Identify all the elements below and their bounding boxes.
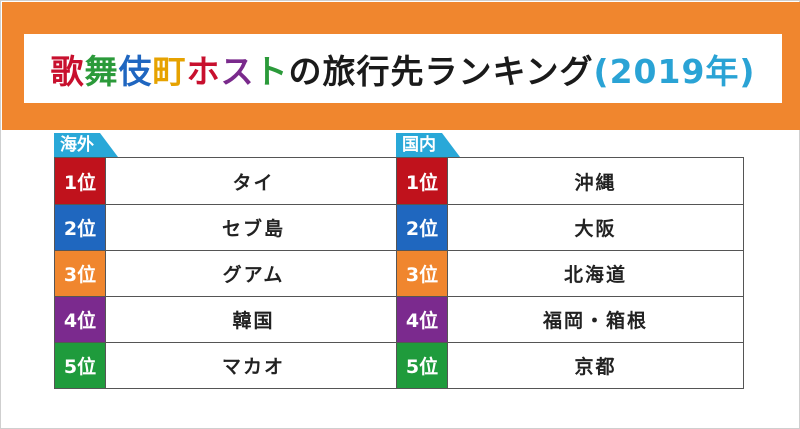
rank-badge-2: 2位 — [397, 205, 448, 250]
rank-badge-4: 4位 — [55, 297, 106, 342]
domestic-section: 国内 1位 沖縄 2位 大阪 3位 北海道 4位 福岡・箱根 5位 京都 — [396, 133, 744, 389]
table-row: 5位 マカオ — [55, 342, 401, 388]
rank-badge-5: 5位 — [55, 343, 106, 388]
title-box: 歌舞伎町ホストの旅行先ランキング(2019年) — [24, 34, 782, 103]
rank-badge-3: 3位 — [55, 251, 106, 296]
table-row: 1位 タイ — [55, 158, 401, 204]
destination-name: 京都 — [574, 356, 617, 378]
title-segment: ス — [220, 51, 255, 91]
rank-badge-3: 3位 — [397, 251, 448, 296]
rank-badge-5: 5位 — [397, 343, 448, 388]
destination-name: 福岡・箱根 — [542, 310, 648, 332]
destination-name: セブ島 — [221, 218, 285, 240]
table-row: 2位 大阪 — [397, 204, 743, 250]
title-segment: ホ — [186, 51, 221, 91]
table-row: 4位 韓国 — [55, 296, 401, 342]
table-row: 2位 セブ島 — [55, 204, 401, 250]
title-segment: 歌 — [50, 51, 85, 91]
destination-name: 北海道 — [563, 264, 627, 286]
overseas-table: 1位 タイ 2位 セブ島 3位 グアム 4位 韓国 5位 マカオ — [54, 157, 402, 389]
page-title: 歌舞伎町ホストの旅行先ランキング(2019年) — [50, 45, 755, 93]
domestic-table: 1位 沖縄 2位 大阪 3位 北海道 4位 福岡・箱根 5位 京都 — [396, 157, 744, 389]
title-banner: 歌舞伎町ホストの旅行先ランキング(2019年) — [2, 2, 800, 130]
table-row: 4位 福岡・箱根 — [397, 296, 743, 342]
title-segment: ト — [254, 51, 289, 91]
overseas-tab-label: 海外 — [54, 133, 118, 157]
title-segment: 伎 — [118, 51, 153, 91]
rank-badge-4: 4位 — [397, 297, 448, 342]
overseas-section: 海外 1位 タイ 2位 セブ島 3位 グアム 4位 韓国 5位 マカオ — [54, 133, 402, 389]
destination-name: 沖縄 — [574, 171, 617, 194]
table-row: 3位 北海道 — [397, 250, 743, 296]
title-year: (2019年) — [593, 51, 756, 91]
table-row: 1位 沖縄 — [397, 158, 743, 204]
table-row: 3位 グアム — [55, 250, 401, 296]
title-segment: 舞 — [84, 51, 119, 91]
destination-name: グアム — [222, 264, 285, 286]
domestic-tab-label: 国内 — [396, 133, 460, 157]
title-segment: の旅行先ランキング — [288, 51, 594, 91]
title-segment: 町 — [152, 51, 187, 91]
destination-name: マカオ — [221, 356, 285, 378]
destination-name: タイ — [232, 171, 275, 194]
rank-badge-1: 1位 — [397, 158, 448, 204]
destination-name: 大阪 — [574, 218, 617, 240]
rank-badge-2: 2位 — [55, 205, 106, 250]
table-row: 5位 京都 — [397, 342, 743, 388]
rank-badge-1: 1位 — [55, 158, 106, 204]
destination-name: 韓国 — [232, 310, 275, 332]
